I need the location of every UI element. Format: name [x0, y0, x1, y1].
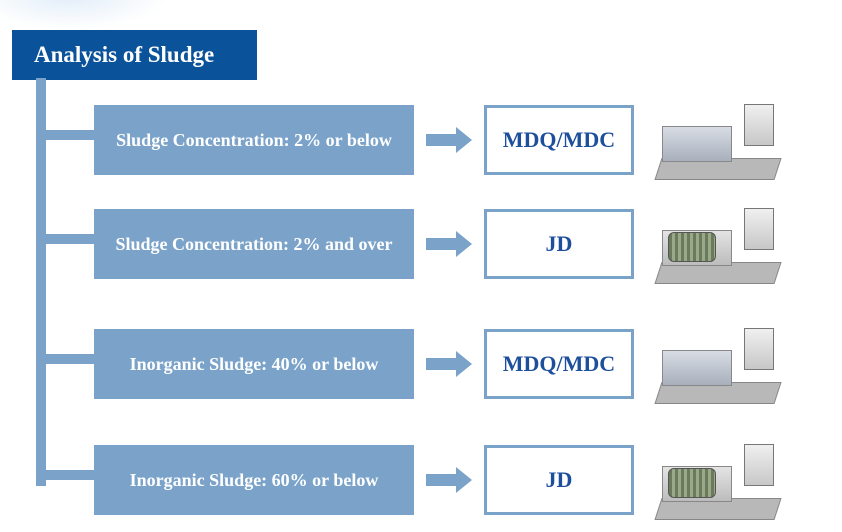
- machine-illustration: [648, 440, 788, 520]
- decision-row: Sludge Concentration: 2% and over JD: [94, 204, 788, 284]
- arrow-icon: [426, 467, 472, 493]
- arrow: [426, 351, 472, 377]
- tree-branch: [36, 354, 94, 364]
- header-decorative-curve: [0, 0, 170, 30]
- decision-row: Inorganic Sludge: 60% or below JD: [94, 440, 788, 520]
- machine-illustration: [648, 204, 788, 284]
- tree-branch: [36, 130, 94, 140]
- condition-box: Inorganic Sludge: 40% or below: [94, 329, 414, 399]
- machine-illustration: [648, 324, 788, 404]
- arrow: [426, 127, 472, 153]
- arrow-icon: [426, 351, 472, 377]
- arrow-icon: [426, 231, 472, 257]
- result-box: JD: [484, 209, 634, 279]
- tree-branch: [36, 470, 94, 480]
- arrow: [426, 467, 472, 493]
- decision-row: Sludge Concentration: 2% or below MDQ/MD…: [94, 100, 788, 180]
- decision-row: Inorganic Sludge: 40% or below MDQ/MDC: [94, 324, 788, 404]
- condition-box: Sludge Concentration: 2% and over: [94, 209, 414, 279]
- machine-illustration: [648, 100, 788, 180]
- tree-branch: [36, 234, 94, 244]
- arrow-icon: [426, 127, 472, 153]
- diagram-title: Analysis of Sludge: [12, 30, 257, 80]
- condition-box: Sludge Concentration: 2% or below: [94, 105, 414, 175]
- condition-box: Inorganic Sludge: 60% or below: [94, 445, 414, 515]
- result-box: JD: [484, 445, 634, 515]
- result-box: MDQ/MDC: [484, 105, 634, 175]
- result-box: MDQ/MDC: [484, 329, 634, 399]
- arrow: [426, 231, 472, 257]
